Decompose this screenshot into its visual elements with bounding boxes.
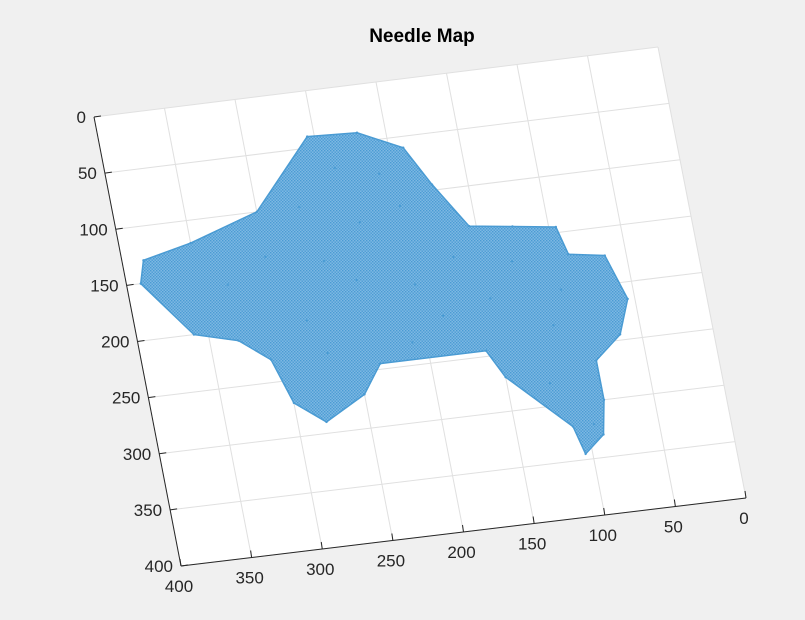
- needle-point-37: [510, 259, 514, 263]
- needle-point-5: [554, 225, 558, 229]
- needle-point-1: [402, 146, 405, 149]
- grid-line-y-7: [170, 441, 736, 511]
- needle-point-11: [602, 398, 606, 402]
- needle-point-43: [333, 166, 337, 169]
- needle-point-39: [355, 278, 358, 282]
- needle-point-44: [398, 204, 402, 207]
- y-tick-label-1: 50: [78, 164, 97, 183]
- needle-point-32: [305, 319, 309, 322]
- x-tick-mark-8: [179, 558, 182, 567]
- needle-point-45: [548, 382, 552, 385]
- needle-point-24: [139, 282, 142, 285]
- chart-title: Needle Map: [369, 26, 475, 47]
- needle-point-31: [322, 259, 326, 263]
- y-tick-label-0: 0: [77, 108, 86, 127]
- data-shape: [139, 131, 629, 456]
- x-tick-label-4: 200: [447, 543, 475, 562]
- grid-line-y-5: [148, 328, 714, 399]
- needle-point-0: [355, 131, 359, 134]
- y-tick-label-8: 400: [145, 557, 173, 576]
- needle-point-2: [430, 183, 434, 186]
- y-tick-mark-4: [137, 340, 145, 342]
- needle-point-46: [593, 422, 596, 426]
- needle-point-38: [452, 255, 455, 259]
- y-tick-mark-7: [170, 508, 178, 511]
- needle-point-19: [325, 420, 328, 424]
- needle-point-17: [378, 362, 382, 365]
- needle-point-23: [192, 333, 196, 336]
- y-tick-label-5: 250: [112, 389, 140, 408]
- needle-point-8: [626, 297, 629, 301]
- x-tick-mark-6: [320, 541, 323, 550]
- needle-point-40: [226, 283, 229, 286]
- grid-line-y-6: [159, 384, 725, 455]
- needle-point-47: [441, 314, 445, 317]
- y-tick-label-6: 300: [123, 445, 151, 464]
- needle-point-34: [489, 297, 492, 300]
- needle-point-27: [255, 210, 259, 214]
- y-tick-mark-5: [148, 396, 156, 399]
- needle-point-42: [297, 205, 301, 208]
- needle-point-22: [237, 339, 240, 342]
- needle-point-20: [292, 401, 296, 405]
- needle-point-48: [410, 341, 414, 344]
- x-tick-label-6: 300: [306, 560, 334, 579]
- needle-point-36: [559, 288, 563, 291]
- y-tick-label-4: 200: [101, 333, 129, 352]
- needle-point-26: [189, 241, 192, 245]
- x-tick-mark-5: [391, 533, 394, 541]
- x-tick-labels: 0 50 100 150 200 250 300 350 400: [165, 490, 749, 596]
- needle-point-25: [142, 259, 145, 262]
- needle-point-29: [378, 172, 381, 175]
- needle-point-6: [567, 253, 570, 256]
- x-tick-label-1: 50: [664, 518, 683, 537]
- needle-point-7: [603, 254, 606, 257]
- x-tick-mark-3: [532, 516, 535, 524]
- needle-point-14: [571, 425, 575, 428]
- y-tick-mark-6: [159, 452, 167, 455]
- needle-point-9: [618, 333, 622, 336]
- needle-point-3: [467, 224, 471, 228]
- needle-point-15: [504, 375, 507, 379]
- y-tick-mark-0: [93, 115, 102, 118]
- x-tick-mark-2: [603, 507, 606, 516]
- needle-map-region: [139, 131, 629, 456]
- y-tick-label-2: 100: [79, 220, 107, 239]
- x-tick-label-0: 0: [739, 509, 748, 528]
- needle-point-13: [584, 452, 587, 456]
- y-tick-mark-8: [180, 564, 189, 567]
- needle-point-16: [484, 349, 488, 352]
- needle-point-18: [363, 393, 366, 396]
- needle-point-30: [358, 221, 362, 224]
- needle-point-41: [264, 255, 267, 259]
- needle-point-35: [552, 324, 555, 327]
- needle-point-49: [326, 351, 329, 354]
- data-points: [139, 131, 629, 456]
- y-tick-label-3: 150: [90, 276, 118, 295]
- x-tick-mark-4: [462, 524, 464, 533]
- y-tick-mark-2: [115, 227, 123, 230]
- needle-point-28: [305, 135, 309, 138]
- x-tick-label-3: 150: [518, 535, 546, 554]
- needle-point-4: [511, 225, 514, 228]
- x-tick-label-7: 350: [235, 569, 263, 588]
- needle-point-33: [414, 283, 417, 286]
- y-tick-labels: 0 50 100 150 200 250 300 350 400: [77, 108, 189, 576]
- x-tick-mark-1: [673, 499, 676, 507]
- needle-point-21: [269, 358, 273, 361]
- x-tick-label-8: 400: [165, 577, 193, 596]
- x-tick-label-5: 250: [377, 552, 405, 571]
- y-tick-mark-3: [126, 283, 134, 286]
- needle-point-12: [602, 433, 605, 436]
- x-tick-mark-0: [744, 490, 747, 499]
- x-tick-mark-7: [250, 550, 253, 558]
- y-tick-mark-1: [104, 171, 112, 174]
- y-tick-label-7: 350: [134, 501, 162, 520]
- needle-point-10: [595, 359, 598, 362]
- x-tick-label-2: 100: [589, 526, 617, 545]
